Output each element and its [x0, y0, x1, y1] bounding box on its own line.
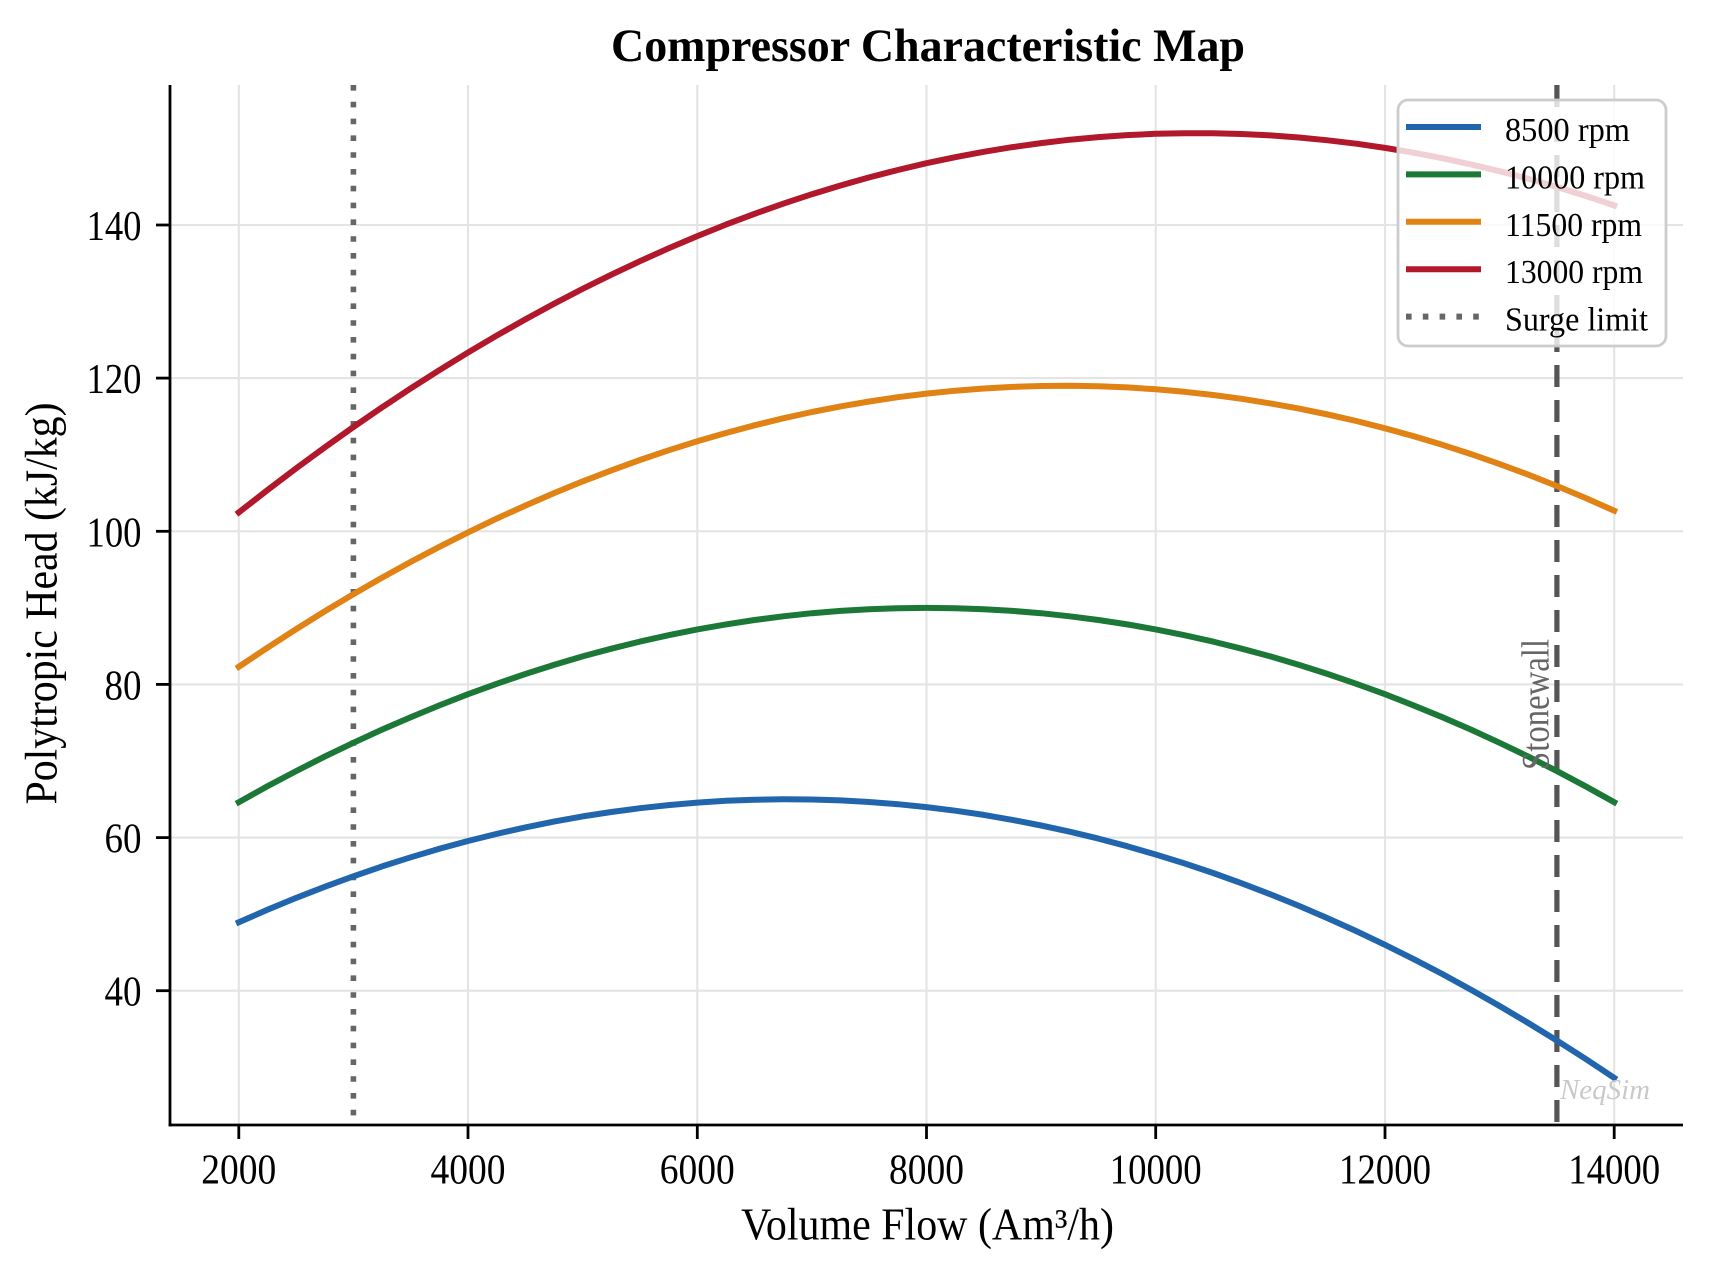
svg-text:Polytropic Head (kJ/kg): Polytropic Head (kJ/kg) — [17, 403, 67, 805]
svg-text:100: 100 — [87, 510, 142, 556]
svg-text:8000: 8000 — [889, 1148, 964, 1194]
svg-text:10000: 10000 — [1110, 1148, 1202, 1194]
svg-text:8500 rpm: 8500 rpm — [1505, 112, 1630, 149]
svg-text:60: 60 — [105, 817, 142, 863]
svg-text:Surge limit: Surge limit — [1505, 302, 1649, 339]
svg-text:NeqSim: NeqSim — [1559, 1074, 1650, 1106]
svg-text:14000: 14000 — [1568, 1148, 1660, 1194]
svg-text:120: 120 — [87, 357, 142, 403]
svg-text:11500 rpm: 11500 rpm — [1505, 207, 1642, 244]
svg-text:13000 rpm: 13000 rpm — [1505, 254, 1643, 291]
svg-text:10000 rpm: 10000 rpm — [1505, 159, 1645, 196]
svg-text:Volume Flow (Am³/h): Volume Flow (Am³/h) — [741, 1200, 1114, 1250]
svg-text:80: 80 — [105, 663, 142, 709]
svg-text:Compressor Characteristic Map: Compressor Characteristic Map — [611, 20, 1245, 72]
svg-text:2000: 2000 — [201, 1148, 276, 1194]
svg-text:6000: 6000 — [660, 1148, 735, 1194]
svg-text:Stonewall: Stonewall — [1515, 639, 1558, 770]
svg-text:4000: 4000 — [431, 1148, 506, 1194]
svg-text:12000: 12000 — [1339, 1148, 1431, 1194]
svg-text:140: 140 — [87, 204, 142, 250]
svg-text:40: 40 — [105, 970, 142, 1016]
